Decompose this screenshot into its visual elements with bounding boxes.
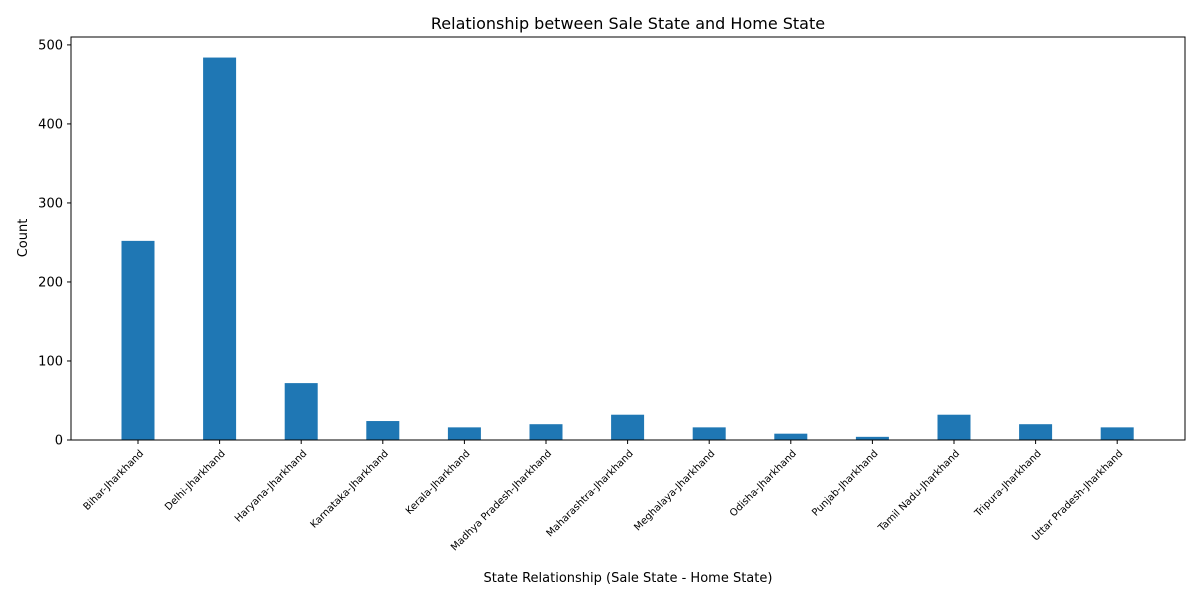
bar-1 [203, 57, 237, 441]
bar-11 [1019, 424, 1053, 440]
bar-6 [611, 414, 645, 440]
bar-3 [366, 421, 400, 440]
x-axis-label: State Relationship (Sale State - Home St… [484, 571, 773, 586]
bar-12 [1100, 427, 1134, 440]
bar-7 [692, 427, 726, 440]
bar-5 [529, 424, 563, 440]
bar-8 [774, 433, 808, 440]
y-tick-label-5: 500 [38, 38, 63, 53]
bar-4 [447, 427, 481, 440]
y-tick-label-1: 100 [38, 354, 63, 369]
y-tick-label-3: 300 [38, 196, 63, 211]
bar-9 [855, 436, 889, 440]
bar-2 [284, 383, 318, 440]
y-tick-label-2: 200 [38, 275, 63, 290]
y-tick-label-0: 0 [55, 434, 63, 449]
bar-10 [937, 414, 971, 440]
y-axis-label: Count [16, 219, 31, 258]
chart-title: Relationship between Sale State and Home… [431, 14, 825, 33]
y-tick-label-4: 400 [38, 117, 63, 132]
bar-0 [121, 240, 155, 440]
